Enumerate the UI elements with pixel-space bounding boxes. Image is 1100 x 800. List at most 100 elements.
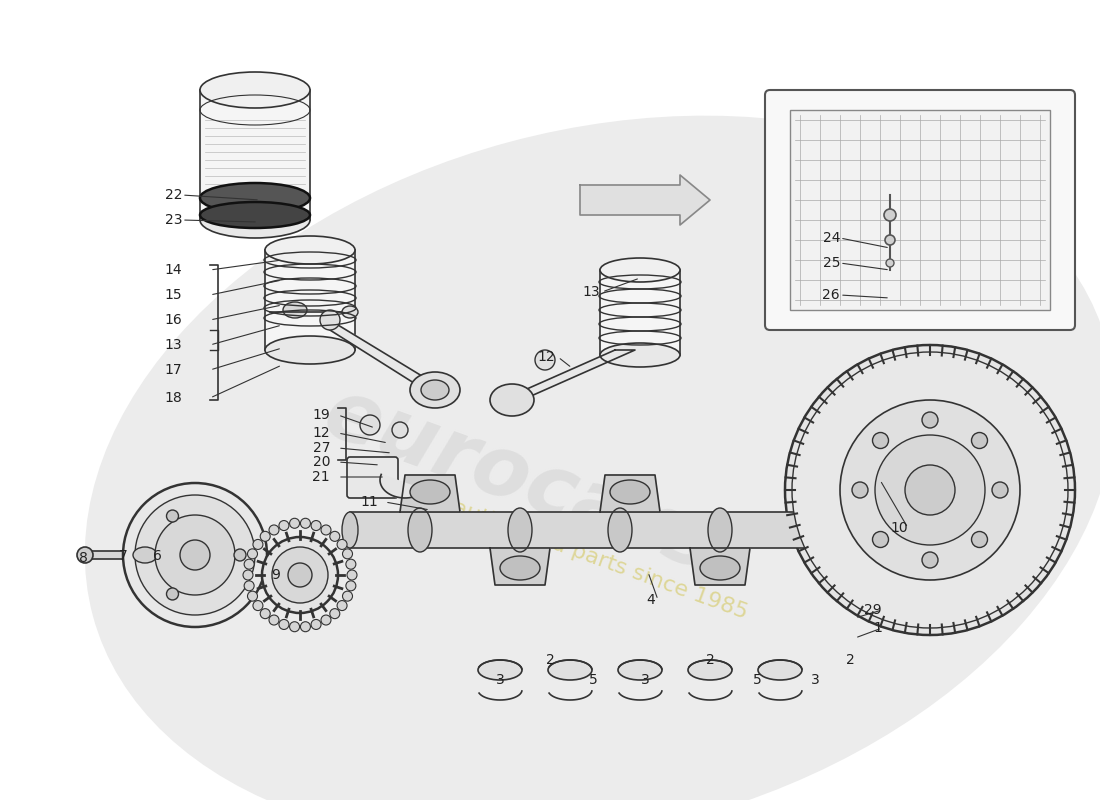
Circle shape [840, 400, 1020, 580]
Text: 3: 3 [641, 673, 650, 687]
Ellipse shape [600, 258, 680, 282]
Circle shape [345, 559, 356, 569]
Text: 7: 7 [119, 549, 128, 563]
Circle shape [886, 259, 894, 267]
Circle shape [244, 559, 254, 569]
Polygon shape [502, 350, 635, 400]
Text: 2: 2 [706, 653, 715, 667]
Circle shape [872, 531, 889, 547]
Circle shape [345, 581, 356, 591]
Text: 24: 24 [823, 231, 840, 245]
Circle shape [792, 352, 1068, 628]
Circle shape [262, 537, 338, 613]
Bar [790, 110, 1050, 310]
Circle shape [971, 433, 988, 449]
Circle shape [852, 482, 868, 498]
Ellipse shape [265, 336, 355, 364]
Text: 23: 23 [165, 213, 182, 227]
FancyBboxPatch shape [346, 457, 398, 498]
Circle shape [321, 615, 331, 625]
Text: 21: 21 [312, 470, 330, 484]
Text: 27: 27 [312, 441, 330, 455]
Circle shape [300, 518, 310, 528]
Ellipse shape [548, 660, 592, 680]
Ellipse shape [708, 508, 732, 552]
Circle shape [311, 619, 321, 630]
Circle shape [261, 609, 271, 618]
Polygon shape [580, 175, 710, 225]
Circle shape [261, 531, 271, 542]
Ellipse shape [688, 660, 732, 680]
Polygon shape [379, 474, 426, 498]
Ellipse shape [421, 380, 449, 400]
Text: 29: 29 [865, 603, 882, 617]
Circle shape [289, 518, 299, 528]
Circle shape [922, 552, 938, 568]
Polygon shape [690, 548, 750, 585]
Circle shape [886, 235, 895, 245]
Text: 25: 25 [823, 256, 840, 270]
Circle shape [288, 563, 312, 587]
Bar [85, 551, 140, 559]
Circle shape [279, 521, 289, 530]
Circle shape [992, 482, 1008, 498]
Text: eurocars: eurocars [314, 372, 727, 588]
Text: 22: 22 [165, 188, 182, 202]
Text: 4: 4 [647, 593, 654, 607]
Text: 12: 12 [538, 350, 556, 364]
Circle shape [337, 601, 348, 610]
Text: 14: 14 [164, 263, 182, 277]
Polygon shape [322, 325, 446, 390]
Text: 10: 10 [890, 521, 908, 535]
Ellipse shape [758, 660, 802, 680]
Circle shape [77, 547, 94, 563]
Circle shape [360, 415, 379, 435]
Bar [600, 270, 680, 355]
Circle shape [166, 588, 178, 600]
Ellipse shape [478, 660, 522, 680]
Bar [350, 512, 870, 548]
Ellipse shape [608, 508, 632, 552]
Circle shape [337, 539, 348, 550]
Circle shape [971, 531, 988, 547]
Text: 16: 16 [164, 313, 182, 327]
Circle shape [342, 591, 352, 601]
Text: 11: 11 [361, 495, 378, 509]
Bar [265, 250, 355, 350]
Text: 13: 13 [164, 338, 182, 352]
Text: 6: 6 [153, 549, 162, 563]
Text: 5: 5 [754, 673, 762, 687]
Ellipse shape [600, 343, 680, 367]
Circle shape [270, 525, 279, 535]
Text: 19: 19 [312, 408, 330, 422]
Circle shape [253, 539, 263, 550]
Circle shape [279, 619, 289, 630]
Ellipse shape [618, 660, 662, 680]
Circle shape [874, 435, 984, 545]
Ellipse shape [610, 480, 650, 504]
Circle shape [884, 209, 896, 221]
Circle shape [272, 547, 328, 603]
Circle shape [905, 465, 955, 515]
Circle shape [135, 495, 255, 615]
Circle shape [243, 570, 253, 580]
Text: 1: 1 [873, 621, 882, 635]
Ellipse shape [508, 508, 532, 552]
Circle shape [392, 422, 408, 438]
Ellipse shape [200, 72, 310, 108]
Circle shape [166, 510, 178, 522]
Ellipse shape [200, 202, 310, 238]
Text: 2: 2 [846, 653, 855, 667]
Circle shape [180, 540, 210, 570]
Circle shape [234, 549, 246, 561]
Text: 18: 18 [164, 391, 182, 405]
Text: 17: 17 [164, 363, 182, 377]
Ellipse shape [342, 306, 358, 318]
Ellipse shape [410, 480, 450, 504]
Ellipse shape [265, 236, 355, 264]
Ellipse shape [133, 547, 157, 563]
Circle shape [535, 350, 556, 370]
Text: 26: 26 [823, 288, 840, 302]
Polygon shape [400, 475, 460, 512]
Circle shape [330, 609, 340, 618]
